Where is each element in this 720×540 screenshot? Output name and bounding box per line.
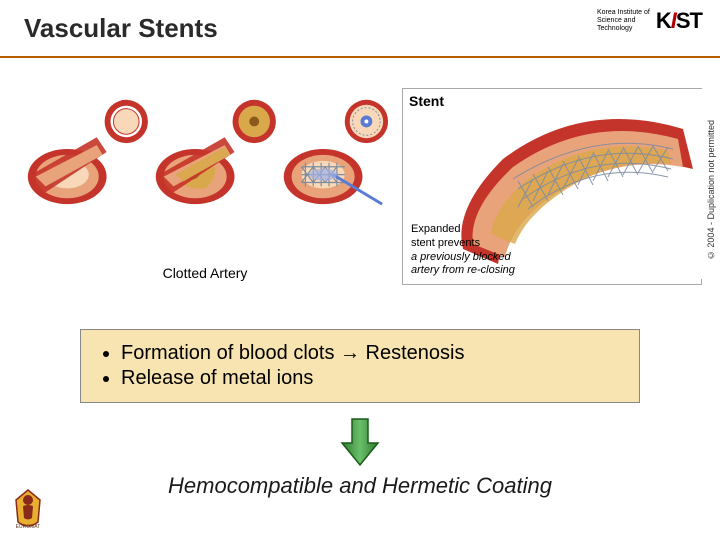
stent-detail-figure: Stent Expanded stent prevents a previous… (402, 88, 702, 285)
stent-cap-1: Expanded (411, 223, 461, 235)
figure-row: Clotted Artery Stent (0, 58, 720, 285)
svg-text:EUROMAT: EUROMAT (16, 524, 41, 530)
bullet-restenosis: Formation of blood clots → Restenosis (121, 342, 621, 365)
artery-stages-figure: Clotted Artery (18, 88, 392, 281)
bullet1-arrow-icon: → (340, 342, 360, 364)
slide-header: Vascular Stents Korea Institute of Scien… (0, 0, 720, 58)
down-arrow-wrap (0, 417, 720, 467)
artery-caption: Clotted Artery (163, 265, 248, 281)
bullet1-post: Restenosis (360, 342, 465, 364)
logo-small-text: Korea Institute of Science and Technolog… (597, 9, 650, 32)
conference-logo: EUROMAT (10, 486, 46, 530)
stent-cap-3: a previously blocked (411, 251, 511, 263)
institute-logo: Korea Institute of Science and Technolog… (597, 8, 702, 34)
issues-callout-box: Formation of blood clots → Restenosis Re… (80, 329, 640, 403)
stent-cap-4: artery from re-closing (411, 264, 515, 276)
bullet1-pre: Formation of blood clots (121, 342, 340, 364)
logo-mark: KIST (656, 8, 702, 34)
stent-title: Stent (409, 93, 444, 109)
down-arrow-icon (338, 417, 382, 467)
stent-cap-2: stent prevents (411, 237, 480, 249)
slide-title: Vascular Stents (24, 13, 218, 44)
bullet-metal-ions: Release of metal ions (121, 367, 621, 390)
logo-st: ST (676, 8, 702, 33)
conclusion-text: Hemocompatible and Hermetic Coating (0, 473, 720, 499)
logo-k: K (656, 8, 671, 33)
copyright-text: © 2004 - Duplication not permitted (706, 120, 716, 260)
artery-stages-illustration (18, 88, 392, 255)
stent-caption: Expanded stent prevents a previously blo… (411, 223, 541, 278)
